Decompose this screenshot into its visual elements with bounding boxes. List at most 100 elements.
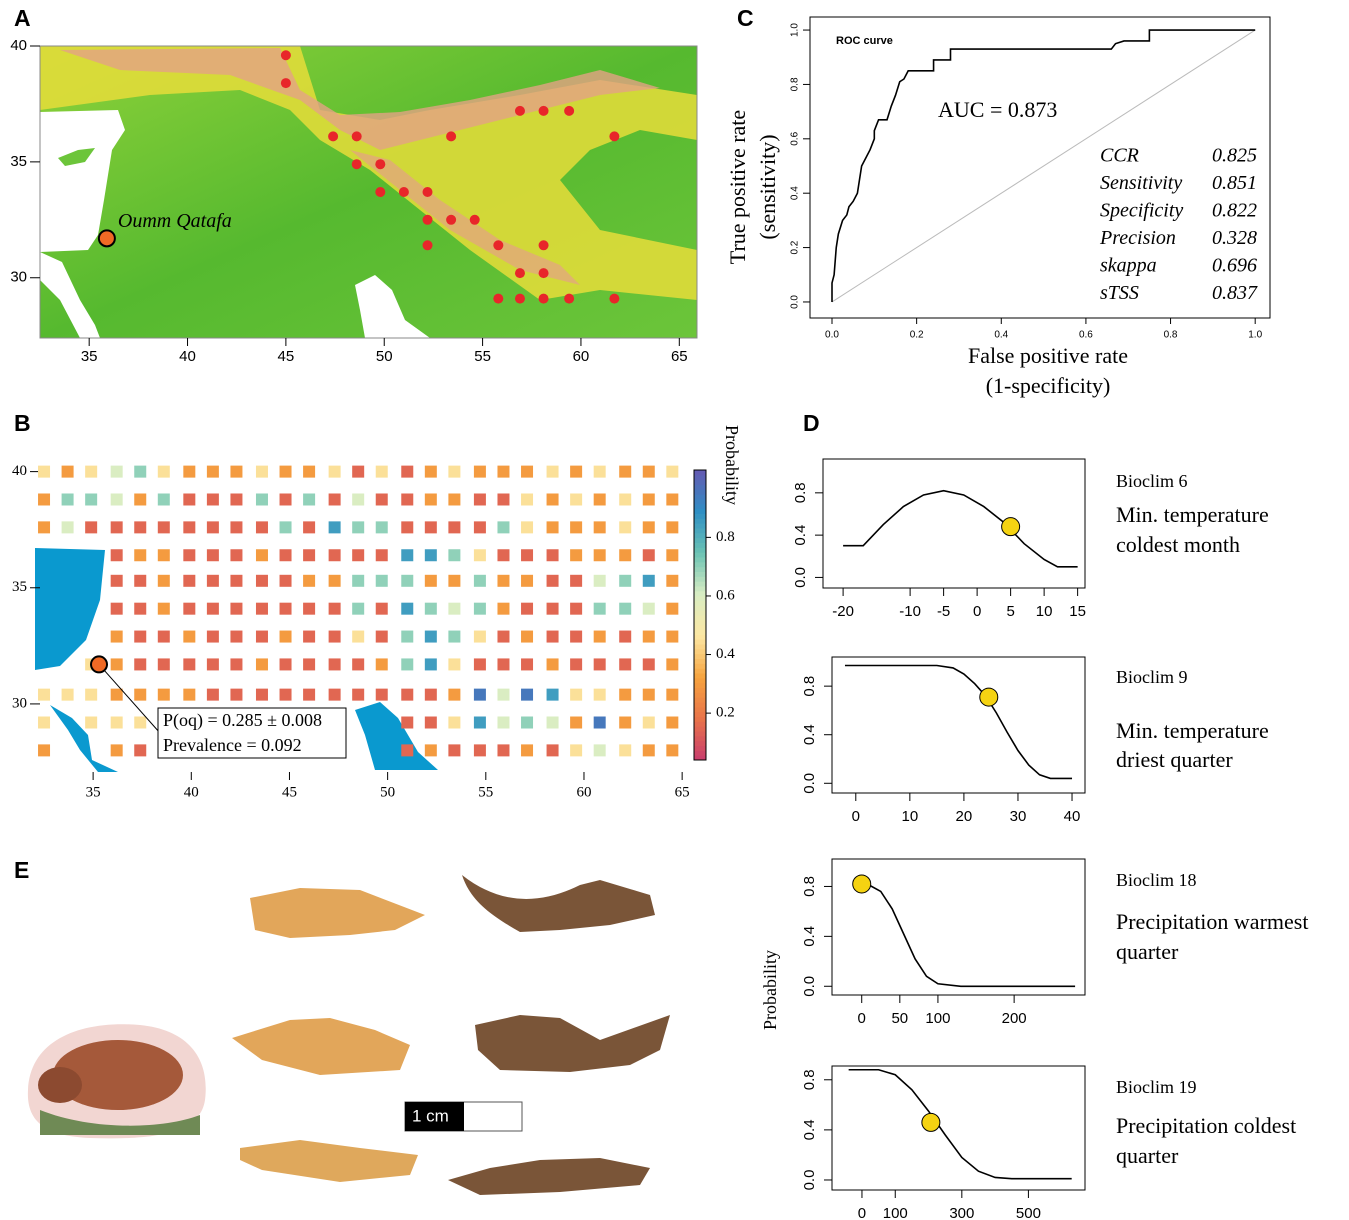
probability-cell xyxy=(619,744,631,756)
y-axis-label: (sensitivity) xyxy=(755,134,780,239)
probability-cell xyxy=(158,549,170,561)
variable-description: Min. temperature xyxy=(1116,502,1269,527)
colorbar-segment xyxy=(694,668,706,673)
probability-cell xyxy=(547,689,559,701)
map-background xyxy=(40,46,697,338)
colorbar-segment xyxy=(694,697,706,702)
x-tick-label: 30 xyxy=(1010,808,1027,825)
probability-cell xyxy=(474,603,486,615)
probability-cell xyxy=(38,744,50,756)
probability-cell xyxy=(111,744,123,756)
probability-cell xyxy=(329,658,341,670)
x-tick-label: 0 xyxy=(973,603,981,620)
probability-cell xyxy=(376,575,388,587)
x-tick-label: 100 xyxy=(925,1010,950,1027)
probability-cell xyxy=(401,549,413,561)
probability-cell xyxy=(256,575,268,587)
probability-cell xyxy=(497,744,509,756)
probability-cell xyxy=(594,549,606,561)
variable-description: Precipitation warmest xyxy=(1116,909,1308,934)
colorbar-segment xyxy=(694,470,706,475)
probability-cell xyxy=(230,603,242,615)
colorbar-segment xyxy=(694,567,706,572)
panel-label: E xyxy=(14,857,29,883)
probability-cell xyxy=(619,631,631,643)
sample-point xyxy=(399,187,409,197)
probability-cell xyxy=(594,717,606,729)
sample-point xyxy=(375,159,385,169)
y-axis-label: Probability xyxy=(760,950,780,1030)
x-tick-label: 10 xyxy=(1036,603,1053,620)
colorbar-segment xyxy=(694,683,706,688)
probability-cell xyxy=(111,603,123,615)
sample-point xyxy=(328,131,338,141)
probability-cell xyxy=(303,466,315,478)
probability-cell xyxy=(497,466,509,478)
probability-cell xyxy=(303,521,315,533)
probability-cell xyxy=(401,744,413,756)
probability-cell xyxy=(303,549,315,561)
probability-cell xyxy=(497,603,509,615)
probability-cell xyxy=(376,658,388,670)
sample-point xyxy=(515,294,525,304)
probability-cell xyxy=(425,493,437,505)
probability-cell xyxy=(594,603,606,615)
variable-name: Bioclim 6 xyxy=(1116,471,1188,491)
colorbar-segment xyxy=(694,605,706,610)
colorbar-segment xyxy=(694,639,706,644)
probability-cell xyxy=(521,717,533,729)
colorbar-segment xyxy=(694,717,706,722)
probability-cell xyxy=(619,521,631,533)
colorbar-segment xyxy=(694,581,706,586)
probability-cell xyxy=(303,658,315,670)
probability-cell xyxy=(497,717,509,729)
current-value-point xyxy=(1002,518,1020,536)
specimen-photos xyxy=(28,875,670,1195)
probability-cell xyxy=(570,717,582,729)
probability-cell xyxy=(183,466,195,478)
probability-cell xyxy=(666,575,678,587)
x-tick-label: 65 xyxy=(675,784,690,800)
probability-cell xyxy=(570,521,582,533)
colorbar-segment xyxy=(694,688,706,693)
probability-cell xyxy=(643,631,655,643)
probability-cell xyxy=(111,466,123,478)
y-tick-label: 35 xyxy=(12,579,27,595)
probability-cell xyxy=(521,575,533,587)
probability-cell xyxy=(329,689,341,701)
probability-cell xyxy=(38,689,50,701)
x-tick-label: 0.4 xyxy=(994,330,1008,341)
x-axis-label: False positive rate xyxy=(968,343,1128,368)
colorbar-segment xyxy=(694,485,706,490)
probability-cell xyxy=(134,603,146,615)
probability-cell xyxy=(521,603,533,615)
site-point xyxy=(91,656,107,672)
probability-cell xyxy=(207,493,219,505)
colorbar-segment xyxy=(694,499,706,504)
probability-cell xyxy=(329,493,341,505)
colorbar-segment xyxy=(694,610,706,615)
probability-cell xyxy=(62,521,74,533)
probability-cell xyxy=(474,631,486,643)
metric-name: skappa xyxy=(1100,255,1157,277)
probability-cell xyxy=(425,521,437,533)
probability-cell xyxy=(207,549,219,561)
probability-cell xyxy=(183,689,195,701)
sample-point xyxy=(281,50,291,60)
probability-cell xyxy=(401,658,413,670)
probability-cell xyxy=(111,631,123,643)
probability-cell xyxy=(474,466,486,478)
sample-point xyxy=(564,294,574,304)
sample-point xyxy=(423,215,433,225)
colorbar-segment xyxy=(694,489,706,494)
probability-cell xyxy=(401,575,413,587)
colorbar-segment xyxy=(694,673,706,678)
probability-cell xyxy=(256,466,268,478)
probability-cell xyxy=(38,717,50,729)
y-tick-label: 0.8 xyxy=(790,77,801,91)
colorbar-segment xyxy=(694,736,706,741)
probability-cell xyxy=(158,521,170,533)
auc-annotation: AUC = 0.873 xyxy=(938,97,1057,122)
colorbar-segment xyxy=(694,663,706,668)
current-value-point xyxy=(853,875,871,893)
